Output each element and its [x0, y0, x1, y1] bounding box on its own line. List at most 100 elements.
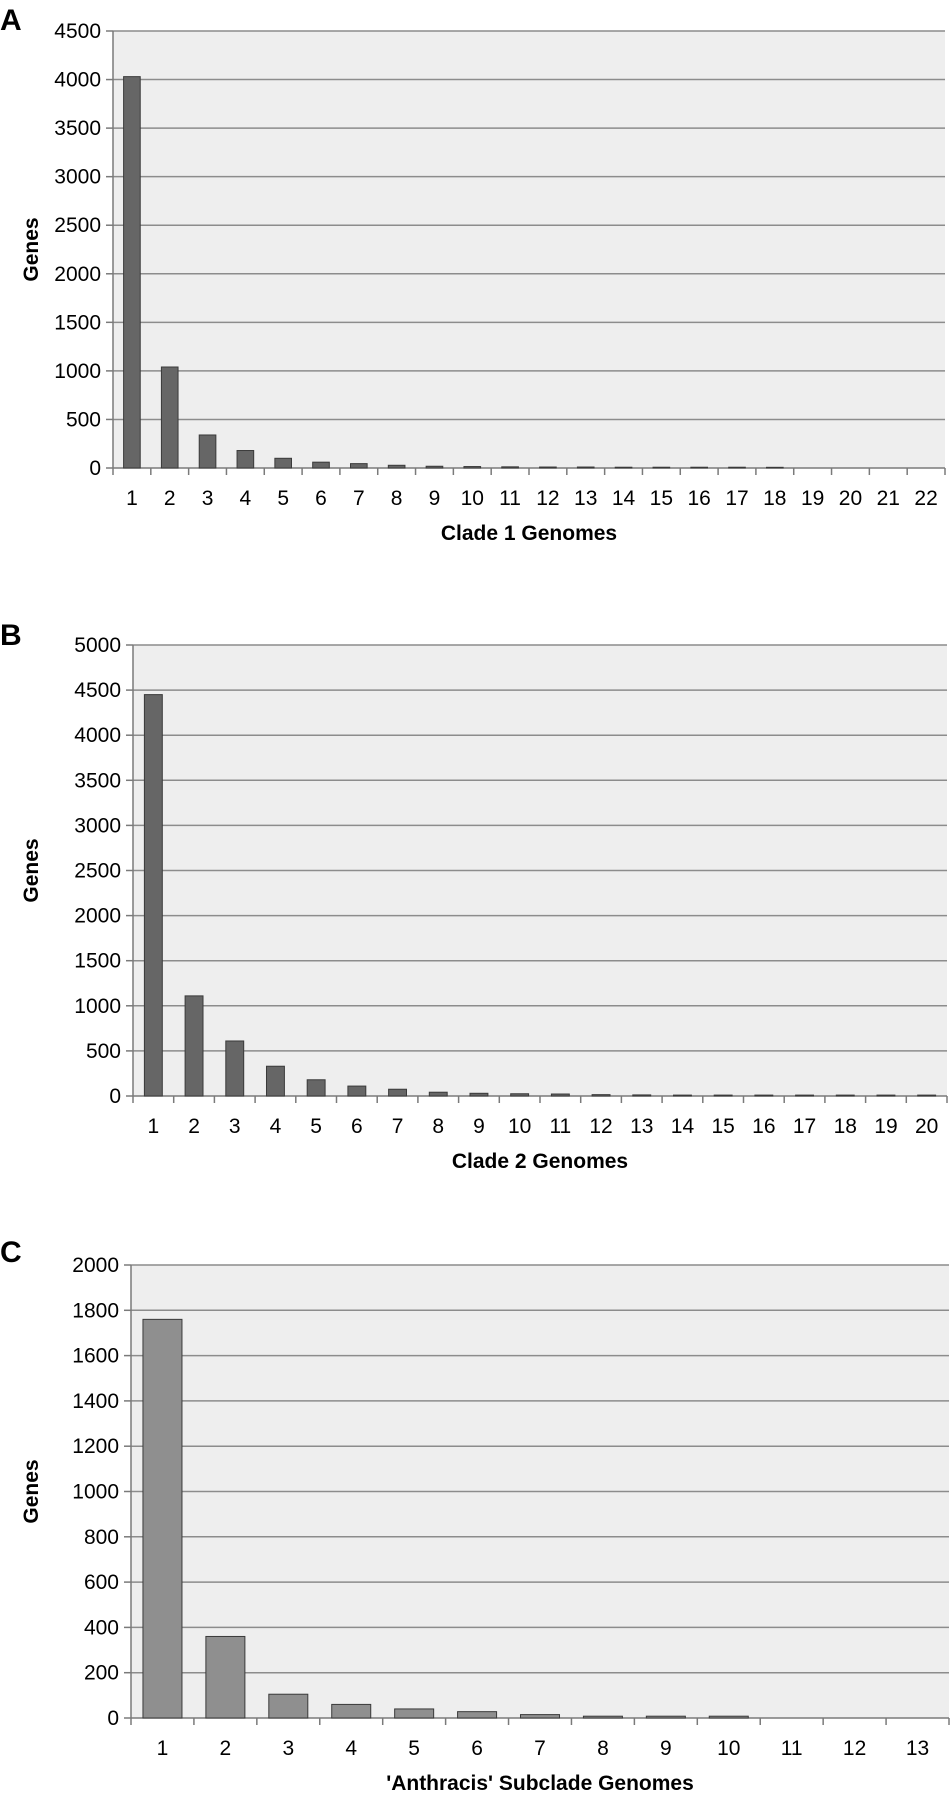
- x-axis-title: Clade 1 Genomes: [441, 522, 617, 545]
- bar: [708, 1715, 749, 1719]
- x-tick-label: 14: [671, 1115, 695, 1138]
- y-tick-label: 1400: [72, 1390, 119, 1413]
- bar: [268, 1693, 309, 1719]
- bar: [123, 76, 141, 469]
- y-tick-label: 2000: [72, 1254, 119, 1277]
- bar: [349, 463, 368, 469]
- y-tick-label: 0: [109, 1085, 121, 1108]
- y-tick-label: 2000: [74, 905, 121, 928]
- x-tick-label: 4: [345, 1737, 357, 1760]
- bar: [306, 1079, 326, 1097]
- y-tick-label: 2000: [54, 263, 101, 286]
- x-tick-label: 3: [229, 1115, 241, 1138]
- bar: [331, 1703, 372, 1719]
- panel-letter: B: [0, 619, 22, 652]
- x-tick-label: 19: [874, 1115, 897, 1138]
- x-tick-label: 13: [630, 1115, 653, 1138]
- y-axis-title: Genes: [20, 1459, 43, 1523]
- x-tick-label: 8: [597, 1737, 609, 1760]
- bar: [917, 1094, 937, 1097]
- bar: [198, 434, 217, 469]
- bar: [347, 1085, 367, 1097]
- x-tick-label: 1: [148, 1115, 160, 1138]
- bar: [469, 1092, 489, 1097]
- x-tick-label: 18: [834, 1115, 857, 1138]
- bar: [205, 1635, 246, 1719]
- bar: [795, 1094, 815, 1097]
- bar: [184, 995, 204, 1097]
- y-tick-label: 1500: [74, 950, 121, 973]
- bar: [550, 1093, 570, 1097]
- x-tick-label: 5: [277, 487, 289, 510]
- bar: [143, 694, 163, 1097]
- y-tick-label: 200: [84, 1662, 119, 1685]
- x-tick-label: 9: [473, 1115, 485, 1138]
- bar: [225, 1040, 245, 1097]
- x-tick-label: 4: [270, 1115, 282, 1138]
- bar: [591, 1094, 611, 1097]
- bar: [652, 466, 671, 469]
- x-tick-label: 8: [432, 1115, 444, 1138]
- x-tick-label: 10: [461, 487, 484, 510]
- x-tick-label: 1: [126, 487, 138, 510]
- x-tick-label: 1: [157, 1737, 169, 1760]
- x-tick-label: 6: [471, 1737, 483, 1760]
- x-tick-label: 9: [660, 1737, 672, 1760]
- x-tick-label: 15: [711, 1115, 734, 1138]
- x-tick-label: 20: [839, 487, 862, 510]
- x-tick-label: 7: [534, 1737, 546, 1760]
- bar: [425, 465, 444, 469]
- x-tick-label: 17: [793, 1115, 816, 1138]
- y-tick-label: 0: [107, 1707, 119, 1730]
- bar: [690, 466, 709, 469]
- bar: [614, 466, 633, 469]
- y-tick-label: 1200: [72, 1435, 119, 1458]
- y-tick-label: 400: [84, 1616, 119, 1639]
- y-tick-label: 0: [89, 457, 101, 480]
- bar: [312, 461, 330, 469]
- x-tick-label: 22: [914, 487, 937, 510]
- x-axis-title: Clade 2 Genomes: [452, 1150, 628, 1173]
- x-tick-label: 13: [906, 1737, 929, 1760]
- x-tick-label: 21: [877, 487, 900, 510]
- y-tick-label: 4500: [74, 679, 121, 702]
- x-tick-label: 19: [801, 487, 824, 510]
- bar: [501, 466, 519, 469]
- y-axis-title: Genes: [20, 217, 43, 281]
- x-tick-label: 2: [220, 1737, 232, 1760]
- y-tick-label: 1800: [72, 1299, 119, 1322]
- x-tick-label: 3: [202, 487, 214, 510]
- bar: [576, 466, 595, 469]
- x-tick-label: 4: [240, 487, 252, 510]
- x-tick-label: 7: [353, 487, 365, 510]
- bar: [713, 1094, 733, 1097]
- x-tick-label: 12: [589, 1115, 612, 1138]
- bar: [387, 464, 406, 469]
- bar: [236, 450, 255, 469]
- x-tick-label: 18: [763, 487, 786, 510]
- x-tick-label: 2: [188, 1115, 200, 1138]
- y-tick-label: 3500: [74, 769, 121, 792]
- bar: [265, 1065, 285, 1097]
- x-tick-label: 17: [725, 487, 748, 510]
- y-tick-label: 800: [84, 1526, 119, 1549]
- x-tick-label: 14: [612, 487, 636, 510]
- panel-letter: C: [0, 1236, 22, 1269]
- x-tick-label: 12: [536, 487, 559, 510]
- plot-area: [113, 31, 945, 468]
- bar: [428, 1091, 448, 1097]
- x-axis-title: 'Anthracis' Subclade Genomes: [386, 1772, 694, 1795]
- x-tick-label: 6: [315, 487, 327, 510]
- y-tick-label: 1600: [72, 1345, 119, 1368]
- chart-panel-b: 0 500 1000 1500 2000 2500 3000 3500 4000 4500 5000…: [0, 619, 948, 1173]
- bar: [754, 1094, 774, 1097]
- x-tick-label: 3: [282, 1737, 294, 1760]
- bar: [672, 1094, 692, 1097]
- bar: [394, 1708, 435, 1719]
- bar: [160, 366, 179, 469]
- x-tick-label: 7: [392, 1115, 404, 1138]
- y-axis-title: Genes: [20, 838, 43, 902]
- bar: [388, 1088, 408, 1097]
